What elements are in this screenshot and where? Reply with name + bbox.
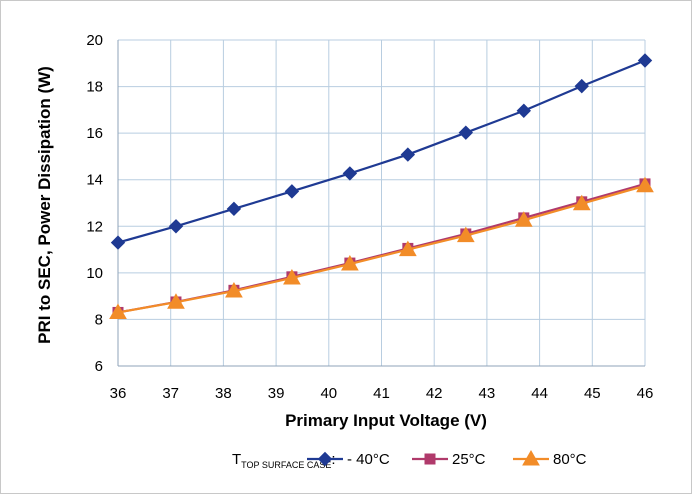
grid-lines	[117, 39, 646, 367]
series-0	[110, 53, 653, 250]
data-point-0-5	[400, 147, 416, 162]
y-tick-labels: 6 8 10 12 14 16 18 20	[86, 32, 103, 375]
legend-item-2: 80°C	[513, 449, 587, 468]
data-point-2-4	[341, 255, 359, 271]
legend-item-0: - 40°C	[307, 451, 390, 468]
legend: TTOP SURFACE CASE: - 40°C25°C80°C	[232, 449, 587, 470]
data-point-0-7	[516, 103, 531, 118]
legend-marker-2	[522, 449, 540, 466]
y-tick-label-12: 12	[86, 218, 103, 235]
x-tick-label-39: 39	[268, 385, 285, 402]
series-line-2	[117, 184, 646, 314]
y-axis-title: PRI to SEC, Power Dissipation (W)	[35, 66, 54, 344]
legend-label-1: 25°C	[452, 451, 486, 468]
legend-label-2: 80°C	[553, 451, 587, 468]
x-tick-label-46: 46	[637, 385, 654, 402]
x-tick-label-45: 45	[584, 385, 601, 402]
data-point-0-2	[226, 201, 242, 217]
legend-prefix-main: T	[232, 451, 241, 468]
data-point-2-3	[283, 268, 301, 285]
y-tick-label-18: 18	[86, 79, 103, 96]
legend-marker-1	[424, 453, 436, 465]
data-point-0-9	[637, 53, 653, 68]
y-tick-label-14: 14	[86, 172, 103, 189]
x-tick-label-37: 37	[162, 385, 179, 402]
data-point-0-3	[284, 184, 300, 199]
series-lines	[109, 53, 654, 319]
x-tick-labels: 36 37 38 39 40 41 42 43 44 45 46	[110, 385, 654, 402]
series-2	[109, 176, 654, 319]
data-point-2-7	[514, 211, 533, 227]
data-point-0-4	[342, 166, 358, 181]
legend-marker-0	[317, 451, 333, 467]
data-point-2-5	[398, 240, 417, 257]
legend-prefix-sub: TOP SURFACE CASE	[241, 460, 331, 470]
data-point-0-1	[168, 219, 184, 234]
data-point-2-2	[225, 282, 243, 298]
y-tick-label-16: 16	[86, 125, 103, 142]
data-point-0-0	[110, 235, 126, 250]
x-tick-label-44: 44	[531, 385, 548, 402]
y-tick-label-6: 6	[95, 358, 103, 375]
data-point-2-9	[636, 176, 654, 193]
data-point-0-8	[574, 78, 589, 94]
x-axis-title: Primary Input Voltage (V)	[285, 411, 487, 430]
legend-label-0: - 40°C	[347, 451, 390, 468]
legend-item-1: 25°C	[412, 451, 486, 468]
y-tick-label-20: 20	[86, 32, 103, 49]
x-tick-label-36: 36	[110, 385, 127, 402]
x-tick-label-43: 43	[479, 385, 496, 402]
x-tick-label-38: 38	[215, 385, 232, 402]
data-point-2-8	[572, 194, 591, 211]
data-point-0-6	[458, 125, 474, 140]
series-line-0	[117, 59, 646, 244]
x-tick-label-41: 41	[373, 385, 390, 402]
data-point-2-0	[109, 303, 127, 319]
data-point-2-1	[167, 293, 185, 309]
x-tick-label-42: 42	[426, 385, 443, 402]
legend-items: - 40°C 25°C 80°C	[307, 449, 587, 468]
data-point-2-6	[456, 226, 475, 243]
y-tick-label-8: 8	[95, 311, 103, 328]
x-tick-label-40: 40	[320, 385, 337, 402]
y-tick-label-10: 10	[86, 265, 103, 282]
